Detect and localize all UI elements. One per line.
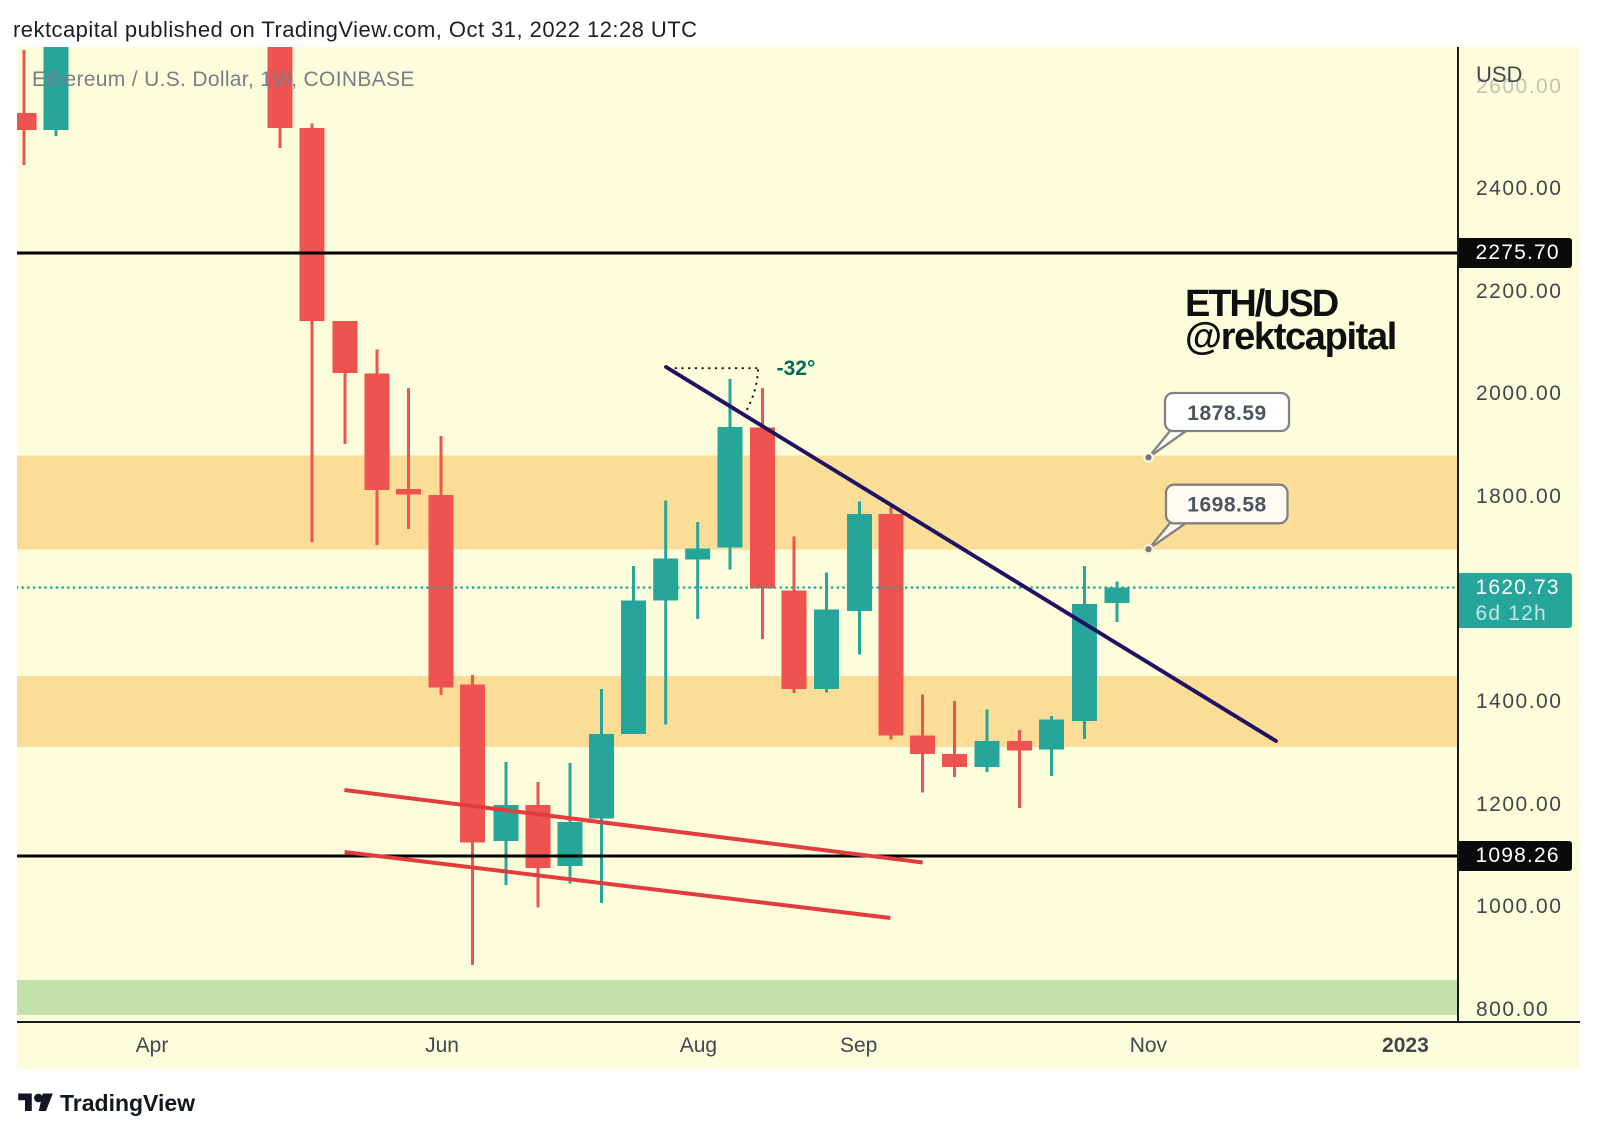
svg-text:-32°: -32° bbox=[777, 357, 816, 380]
svg-text:1698.58: 1698.58 bbox=[1187, 494, 1266, 517]
svg-text:1878.59: 1878.59 bbox=[1187, 402, 1266, 425]
